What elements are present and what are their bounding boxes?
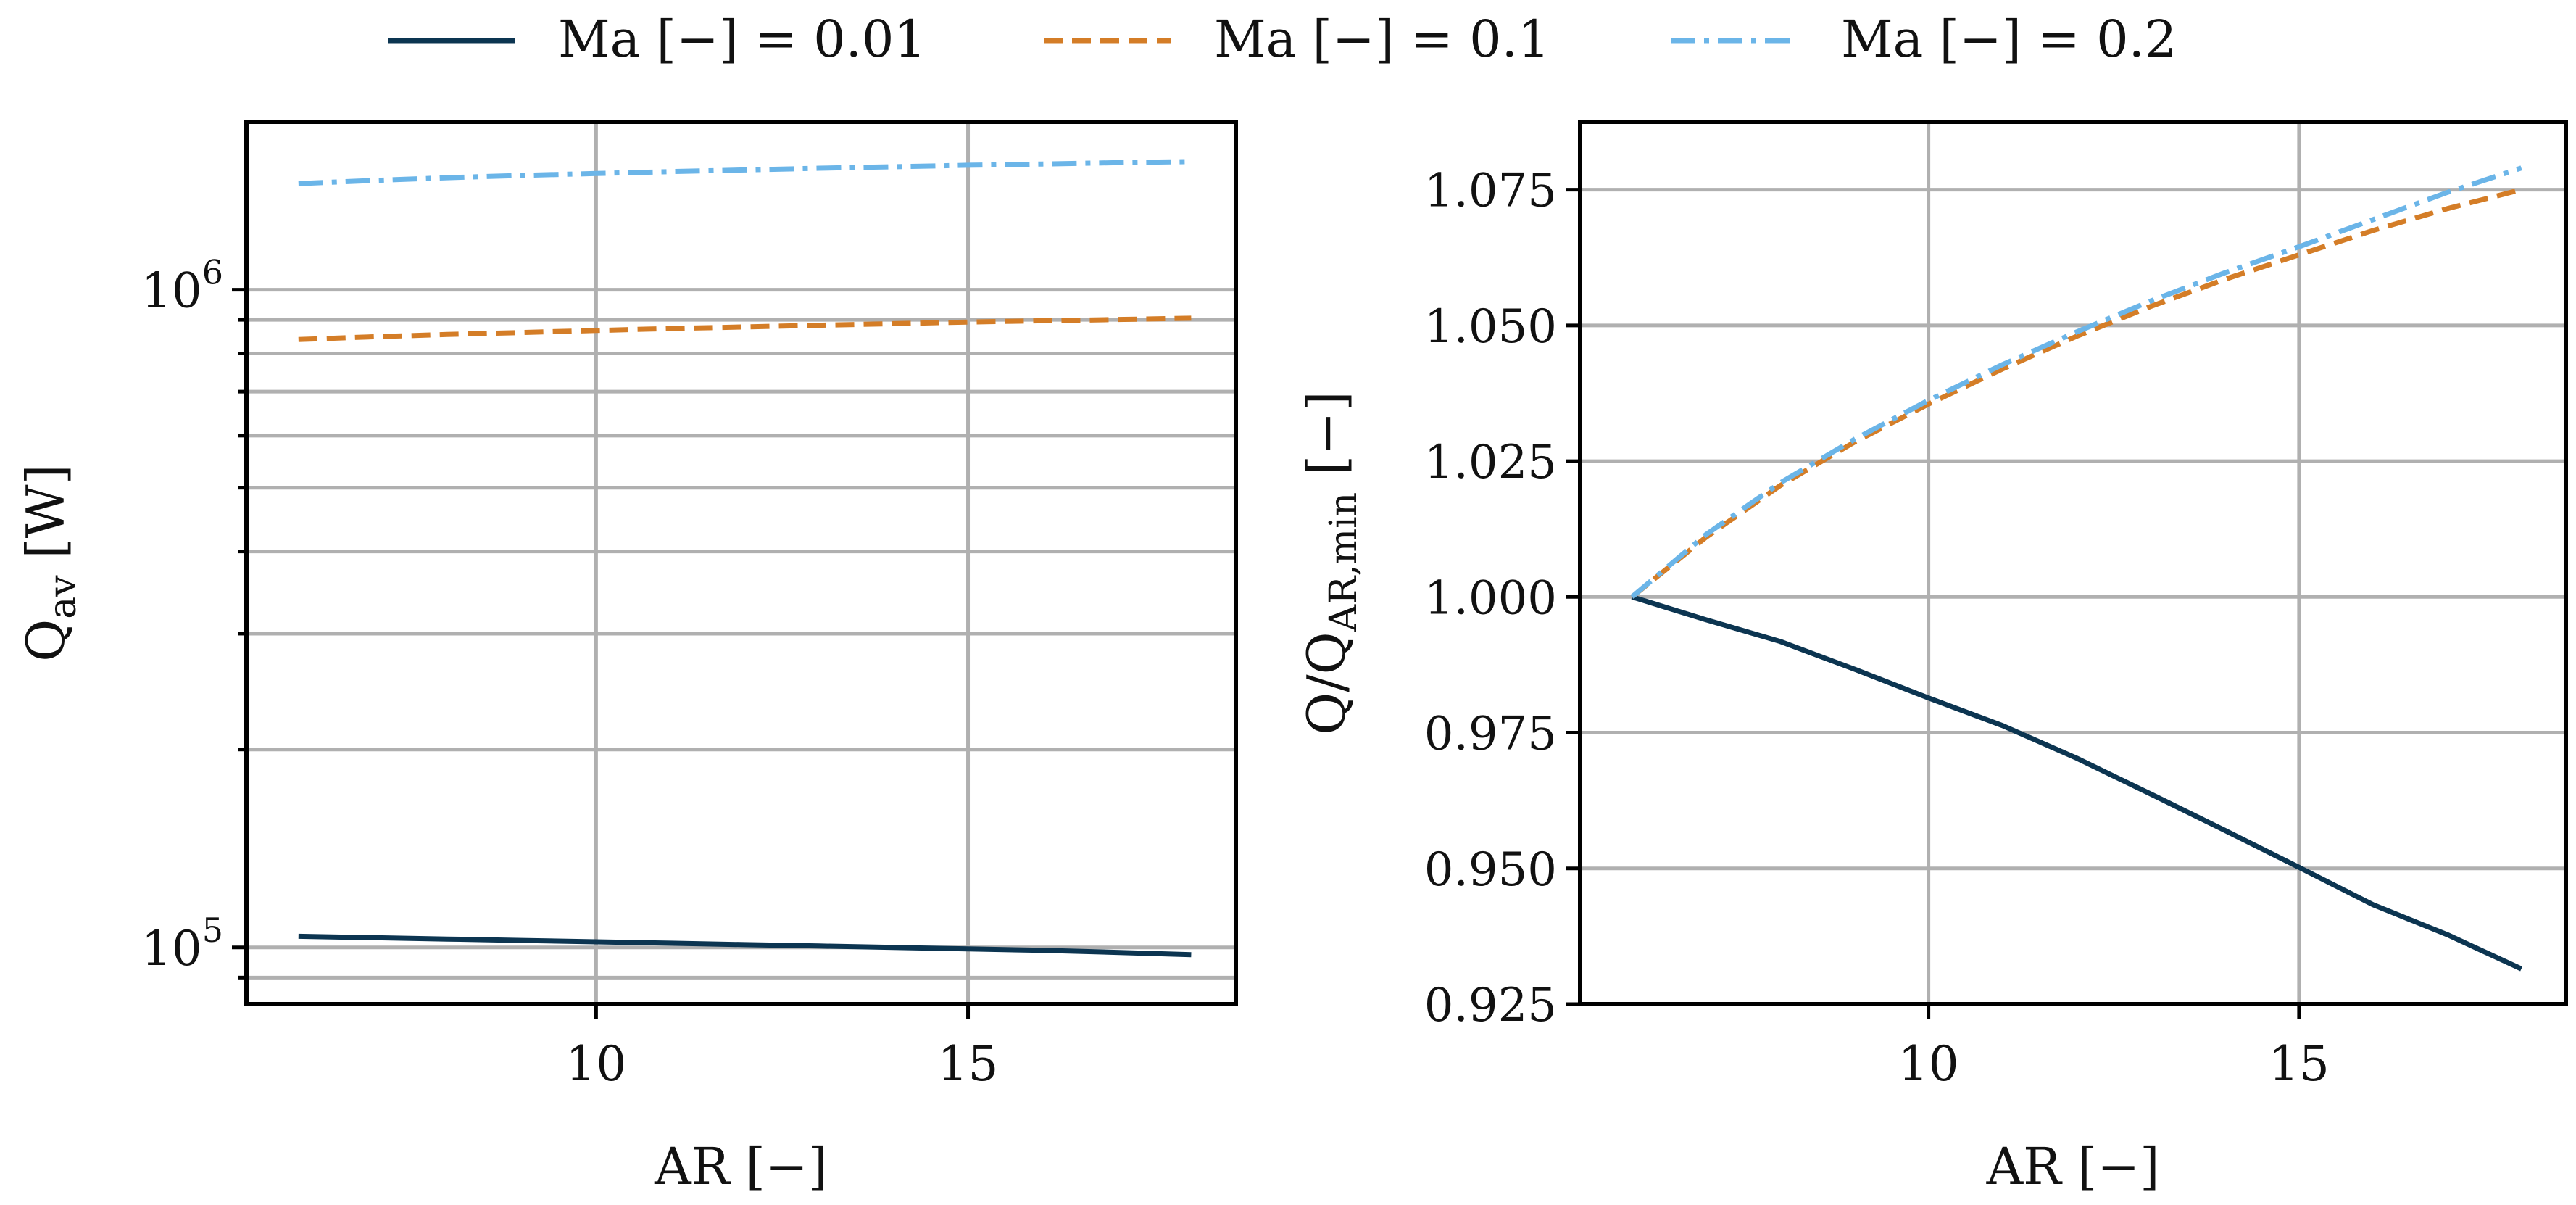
x-tick-label: 15 <box>2269 1036 2330 1092</box>
y-tick-label-base: 10 <box>141 921 202 977</box>
legend-label: Ma [−] = 0.2 <box>1841 9 2177 69</box>
y-tick-label: 106 <box>141 253 223 319</box>
y-tick-label: 0.950 <box>1424 843 1557 897</box>
y-tick-label-base: 10 <box>141 263 202 319</box>
series-line-dashed <box>1630 187 2522 600</box>
y-axis-label-unit: [−] <box>1296 391 1357 492</box>
x-tick-label: 10 <box>1898 1036 1959 1092</box>
x-tick-label: 15 <box>938 1036 999 1092</box>
series-line-dashed <box>298 315 1192 342</box>
y-axis-label-main: Q <box>15 619 76 662</box>
x-axis-label: AR [−] <box>654 1137 828 1196</box>
y-tick-label-exponent: 6 <box>202 253 223 292</box>
y-axis-label-subscript: AR,min <box>1322 492 1366 633</box>
y-tick-label: 1.000 <box>1424 571 1557 625</box>
axes-frame <box>244 120 1238 1006</box>
series-line-dashdot <box>1630 165 2522 599</box>
y-axis-label-unit: [W] <box>15 464 76 575</box>
y-tick-label: 1.050 <box>1424 300 1557 354</box>
series-line-solid <box>298 933 1192 958</box>
x-axis-label: AR [−] <box>1986 1137 2160 1196</box>
y-tick-label: 1.025 <box>1424 436 1557 489</box>
y-axis-label-subscript: av <box>41 575 85 619</box>
right-panel-normalized-q: 0.925 0.950 0.975 1.000 1.025 1.050 1.075 10 15 A… <box>1296 120 2568 1196</box>
y-axis-label: Q/QAR,min [−] <box>1296 391 1366 734</box>
series-line-dashdot <box>298 159 1192 186</box>
y-tick-label: 1.075 <box>1424 165 1557 218</box>
x-tick-label: 10 <box>565 1036 626 1092</box>
y-axis-label: Qav [W] <box>15 464 85 662</box>
y-tick-label: 0.975 <box>1424 708 1557 761</box>
y-tick-label-exponent: 5 <box>202 911 223 950</box>
axes-frame <box>1578 120 2568 1006</box>
series-line-solid <box>1631 594 2523 972</box>
y-axis-label-main: Q/Q <box>1296 632 1357 734</box>
y-tick-label: 105 <box>141 911 223 977</box>
legend: Ma [−] = 0.01 Ma [−] = 0.1 Ma [−] = 0.2 <box>388 9 2177 69</box>
legend-label: Ma [−] = 0.1 <box>1214 9 1550 69</box>
legend-label: Ma [−] = 0.01 <box>558 9 926 69</box>
y-tick-label: 0.925 <box>1424 979 1557 1032</box>
